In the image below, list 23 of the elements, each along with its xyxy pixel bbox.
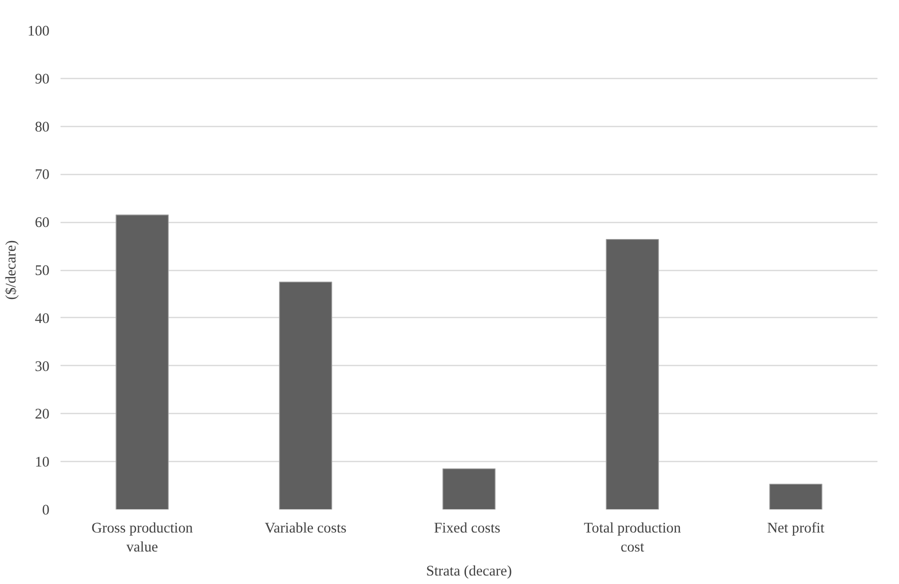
y-tick-label: 0 <box>42 502 50 518</box>
x-tick-label: Gross production value <box>92 520 194 556</box>
y-tick-label: 100 <box>28 24 50 40</box>
x-tick-label: Total production cost <box>584 520 682 556</box>
bar <box>769 484 822 510</box>
y-tick-label: 90 <box>34 71 50 88</box>
y-tick-label: 80 <box>34 119 50 136</box>
y-tick-label: 70 <box>34 167 50 184</box>
x-axis-title: Strata (decare) <box>426 564 512 580</box>
x-tick-label: Variable costs <box>264 520 347 536</box>
y-axis-title: ($/decare) <box>4 240 20 300</box>
y-tick-label: 50 <box>34 263 50 279</box>
bar <box>116 214 169 510</box>
y-tick-label: 40 <box>34 310 50 327</box>
bar <box>279 282 332 510</box>
y-tick-label: 20 <box>34 406 50 423</box>
x-tick-label: Fixed costs <box>434 520 501 536</box>
bar <box>606 238 659 510</box>
bar <box>442 468 496 510</box>
y-tick-label: 10 <box>34 454 50 471</box>
y-tick-label: 30 <box>34 358 50 375</box>
x-tick-label: Net profit <box>767 520 824 536</box>
y-tick-label: 60 <box>34 215 50 232</box>
